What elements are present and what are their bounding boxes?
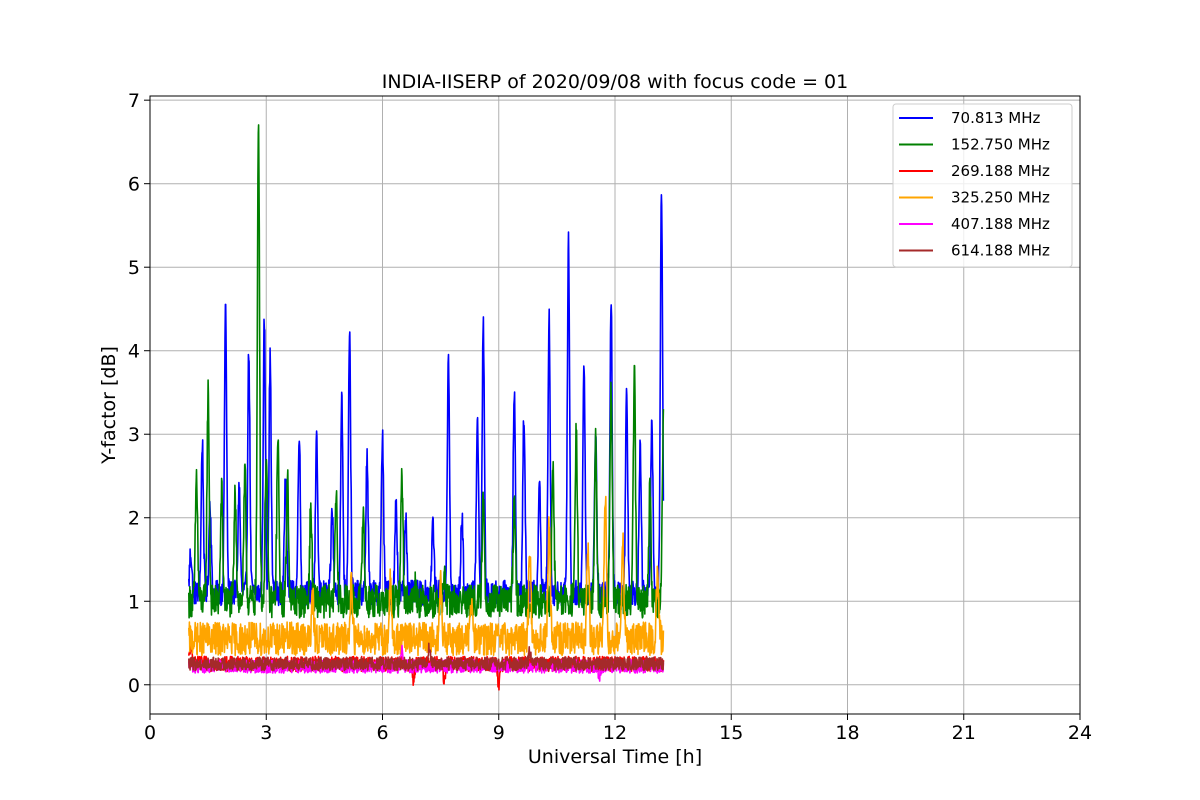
- legend-label: 152.750 MHz: [951, 136, 1050, 154]
- y-tick-label: 2: [128, 508, 140, 530]
- legend-box: [892, 103, 1073, 268]
- y-tick-label: 7: [128, 90, 140, 112]
- y-tick-label: 4: [128, 341, 140, 363]
- y-tick-label: 5: [128, 257, 140, 279]
- x-tick-label: 12: [603, 722, 627, 744]
- legend-label: 614.188 MHz: [951, 242, 1050, 260]
- series-line-1: [188, 124, 665, 619]
- x-tick-label: 15: [719, 722, 743, 744]
- x-tick-label: 24: [1068, 722, 1092, 744]
- series-line-3: [188, 495, 665, 657]
- y-tick-label: 6: [128, 174, 140, 196]
- x-tick-label: 18: [835, 722, 859, 744]
- x-tick-label: 3: [260, 722, 272, 744]
- legend-label: 269.188 MHz: [951, 162, 1050, 180]
- x-axis: 0 3 6 9 12 15 18 21 24: [144, 714, 1092, 744]
- x-tick-label: 21: [952, 722, 976, 744]
- legend: 70.813 MHz 152.750 MHz 269.188 MHz 325.250 …: [892, 103, 1073, 268]
- x-axis-label: Universal Time [h]: [528, 746, 702, 768]
- plot-area: [188, 124, 665, 691]
- legend-label: 70.813 MHz: [951, 109, 1040, 127]
- y-axis: 0 1 2 3 4 5 6 7: [128, 90, 150, 697]
- x-tick-label: 9: [493, 722, 505, 744]
- y-tick-label: 1: [128, 591, 140, 613]
- y-tick-label: 3: [128, 424, 140, 446]
- y-tick-label: 0: [128, 675, 140, 697]
- y-axis-label: Y-factor [dB]: [98, 346, 120, 465]
- x-tick-label: 0: [144, 722, 156, 744]
- series-layer: [188, 124, 665, 691]
- x-tick-label: 6: [376, 722, 388, 744]
- legend-label: 325.250 MHz: [951, 189, 1050, 207]
- legend-label: 407.188 MHz: [951, 215, 1050, 233]
- chart-title: INDIA-IISERP of 2020/09/08 with focus co…: [382, 71, 848, 93]
- series-line-5: [188, 642, 665, 672]
